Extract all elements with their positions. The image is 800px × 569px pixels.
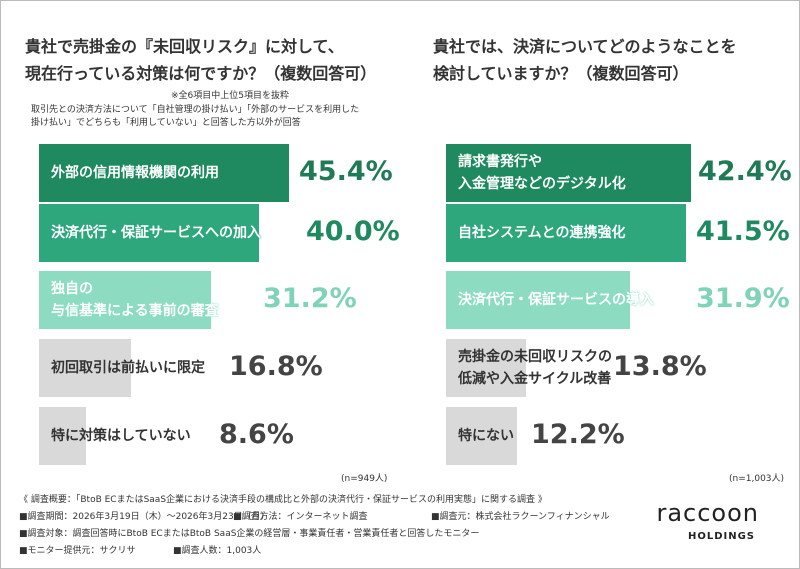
bar-label: 初回取引は前払いに限定	[51, 360, 205, 376]
survey-info: ■調査人数：1,003人	[173, 546, 262, 556]
survey-info: 《 調査概要：「BtoB ECまたはSaaS企業における決済手段の構成比と外部の…	[19, 495, 547, 505]
bar	[39, 271, 211, 329]
chart-title: 貴社で売掛金の『未回収リスク』に対して、 現在行っている対策は何ですか？（複数回…	[25, 37, 377, 83]
logo-sub: HOLDINGS	[687, 531, 755, 542]
sample-size: (n=949人)	[341, 474, 388, 484]
bar	[39, 407, 87, 465]
value-label: 41.5%	[696, 216, 790, 247]
value-label: 8.6%	[219, 419, 294, 450]
bar	[446, 144, 692, 202]
bar-label: 決済代行・保証サービスの導入	[458, 292, 654, 308]
bar-label: 売掛金の未回収リスクの 低減や入金サイクル改善	[458, 349, 612, 387]
bar	[39, 339, 132, 397]
note: ※全6項目中上位5項目を抜粋	[171, 91, 289, 101]
bar	[446, 204, 686, 262]
bar-label: 決済代行・保証サービスへの加入	[51, 225, 261, 241]
bar-label: 外部の信用情報機関の利用	[51, 165, 219, 181]
bar-label: 自社システムとの連携強化	[458, 225, 626, 241]
survey-info: ■調査方法：インターネット調査	[233, 512, 368, 522]
survey-info: ■モニター提供元：サクリサ	[19, 546, 136, 556]
bar	[446, 407, 517, 465]
survey-info: ■調査元：株式会社ラクーンフィナンシャル	[431, 512, 610, 522]
survey-info: ■調査期間：2026年3月19日（木）～2026年3月23日（月）	[19, 512, 270, 522]
value-label: 31.2%	[263, 283, 357, 314]
bar-label: 特にない	[458, 428, 514, 444]
value-label: 40.0%	[306, 216, 400, 247]
sample-size: (n=1,003人)	[729, 474, 785, 484]
survey-info: ■調査対象：調査回答時にBtoB ECまたはBtoB SaaS企業の経営層・事業…	[19, 529, 480, 539]
bar-label: 特に対策はしていない	[51, 428, 191, 444]
bar	[446, 339, 526, 397]
bar	[39, 204, 259, 262]
value-label: 12.2%	[531, 419, 625, 450]
value-label: 31.9%	[696, 283, 790, 314]
value-label: 45.4%	[299, 156, 393, 187]
note: 取引先との決済方法について「自社管理の掛け払い」「外部のサービスを利用した 掛け…	[31, 105, 360, 128]
bar-label: 独自の 与信基準による事前の審査	[51, 281, 219, 319]
value-label: 42.4%	[698, 156, 792, 187]
logo: raccoon	[656, 499, 759, 527]
bar	[39, 144, 289, 202]
bar	[446, 271, 631, 329]
value-label: 16.8%	[229, 351, 323, 382]
value-label: 13.8%	[613, 351, 707, 382]
chart-title: 貴社では、決済についてどのようなことを 検討していますか？（複数回答可）	[433, 37, 737, 83]
bar-label: 請求書発行や 入金管理などのデジタル化	[458, 154, 626, 192]
